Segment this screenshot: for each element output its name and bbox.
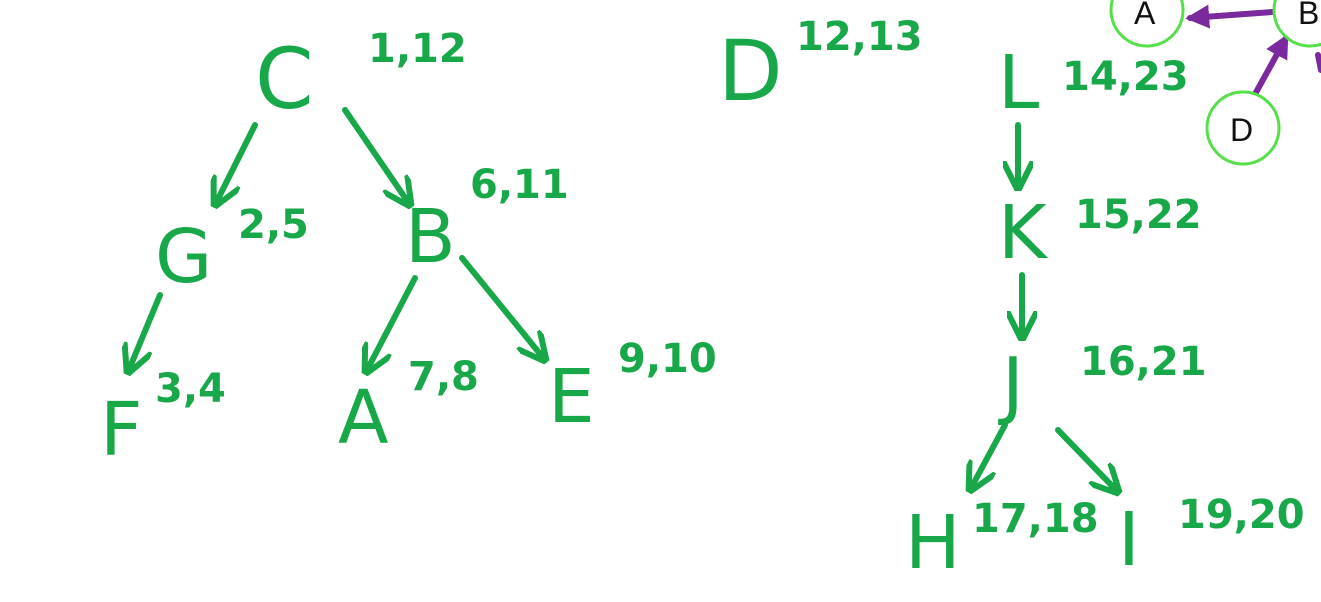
- node-h-time: 17,18: [972, 496, 1099, 542]
- node-d-label: D: [718, 22, 783, 120]
- inset-node-d-label: D: [1230, 112, 1253, 148]
- node-k-time: 15,22: [1075, 192, 1202, 238]
- edge-b-to-a: [366, 275, 418, 372]
- node-g-time: 2,5: [238, 202, 309, 248]
- inset-edge-b-to-a: [1185, 4, 1275, 29]
- inset-edge-d-to-b: [1251, 33, 1289, 99]
- node-e-time: 9,10: [618, 336, 717, 382]
- edge-j-to-h: [970, 422, 1008, 490]
- node-j-time: 16,21: [1080, 339, 1207, 385]
- inset-node-b-label: B: [1298, 0, 1319, 31]
- node-j-label: J: [998, 342, 1024, 428]
- node-i-time: 19,20: [1178, 492, 1305, 538]
- node-k-label: K: [998, 190, 1049, 276]
- node-d-time: 12,13: [796, 14, 923, 60]
- node-c-label: C: [255, 30, 314, 128]
- edge-c-to-g: [215, 122, 258, 205]
- edge-j-to-i: [1055, 427, 1118, 492]
- node-f-time: 3,4: [155, 366, 226, 412]
- node-a-time: 7,8: [408, 354, 479, 400]
- node-l-label: L: [998, 40, 1039, 126]
- inset-node-a: [1109, 0, 1185, 48]
- node-c-time: 1,12: [368, 26, 467, 72]
- node-e-label: E: [548, 354, 595, 440]
- inset-node-d: [1205, 90, 1281, 166]
- edge-c-to-b: [342, 107, 410, 205]
- node-f-label: F: [100, 387, 143, 473]
- inset-node-b: [1272, 0, 1321, 48]
- node-b-time: 6,11: [470, 162, 569, 208]
- node-a-label: A: [338, 375, 389, 461]
- node-i-label: I: [1118, 497, 1140, 583]
- node-l-time: 14,23: [1062, 54, 1189, 100]
- edge-g-to-f: [128, 292, 163, 372]
- edge-b-to-e: [459, 255, 545, 360]
- node-g-label: G: [155, 214, 212, 300]
- inset-node-a-label: A: [1134, 0, 1156, 31]
- node-h-label: H: [905, 500, 961, 586]
- node-b-label: B: [405, 194, 456, 280]
- inset-graph: A B D: [1109, 0, 1321, 166]
